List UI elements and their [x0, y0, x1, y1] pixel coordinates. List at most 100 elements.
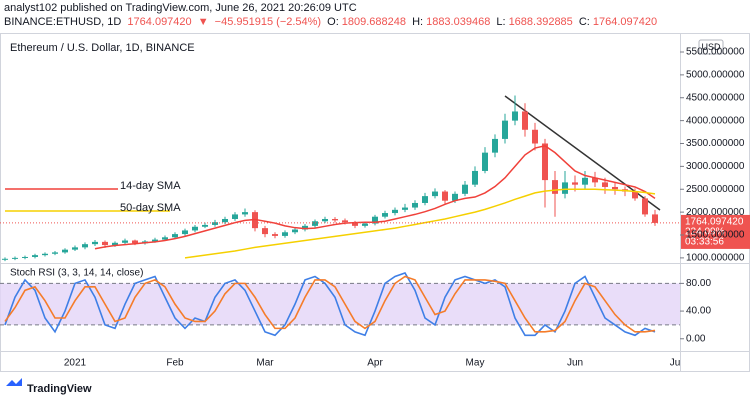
candle-body [82, 244, 88, 248]
x-tick-label: Apr [367, 358, 383, 369]
change: −45.951915 (−2.54%) [214, 16, 322, 28]
rsi-line [4, 272, 656, 337]
o-value: 1809.688248 [341, 16, 407, 28]
x-tick-label: Mar [256, 358, 274, 369]
candle-body [112, 242, 118, 246]
candle-body [372, 216, 378, 224]
candle-body [452, 193, 458, 201]
candle-body [322, 218, 328, 222]
l-value: 1688.392885 [508, 16, 573, 28]
candle-body [582, 177, 588, 185]
candle-body [262, 228, 268, 235]
sma-line [184, 188, 656, 259]
candle-body [432, 191, 438, 197]
header-quote: BINANCE:ETHUSD, 1D 1764.097420 ▼ −45.951… [4, 15, 660, 29]
candle-body [2, 258, 8, 260]
candle-body [392, 209, 398, 214]
y-tick-label: 1000.000000 [686, 253, 745, 264]
candle-body [32, 255, 38, 257]
candle-body [172, 234, 178, 238]
arrow: ▼ [197, 16, 209, 28]
candle-body [362, 223, 368, 226]
candle-body [572, 182, 578, 185]
x-tick-label: 2021 [64, 358, 87, 369]
candle-body [522, 111, 528, 130]
x-tick-label: May [466, 358, 485, 369]
candle-body [422, 196, 428, 203]
candle-body [562, 182, 568, 194]
sma-line [94, 144, 656, 250]
candle-body [72, 247, 78, 250]
candle-body [212, 222, 218, 225]
candle-body [292, 229, 298, 233]
candle-body [202, 224, 208, 227]
candle-body [282, 232, 288, 236]
candle-body [272, 234, 278, 236]
currency: USD [701, 42, 721, 52]
candle-body [602, 182, 608, 187]
candle-body [222, 218, 228, 223]
y-tick-label: 4500.000000 [686, 92, 745, 103]
o-label: O: [327, 16, 339, 28]
header: analyst102 published on TradingView.com,… [4, 1, 660, 29]
x-tick-label: Jun [567, 358, 583, 369]
h-label: H: [412, 16, 424, 28]
candle-body [402, 207, 408, 210]
candle-body [632, 191, 638, 199]
price-title: Ethereum / U.S. Dollar, 1D, BINANCE [10, 42, 195, 54]
y-tick-label: 4000.000000 [686, 115, 745, 126]
candle-body [652, 214, 658, 223]
logo: TradingView [6, 378, 92, 395]
countdown: 03:33:56 [685, 237, 724, 248]
h-value: 1883.039468 [426, 16, 491, 28]
candle-body [332, 218, 338, 221]
candle-body [552, 180, 558, 194]
l-label: L: [496, 16, 506, 28]
candle-body [382, 213, 388, 217]
candle-body [42, 253, 48, 256]
candle-body [352, 222, 358, 226]
candle-body [612, 186, 618, 190]
y-tick-label: 5000.000000 [686, 70, 745, 81]
candle-body [642, 198, 648, 215]
candle-body [462, 184, 468, 194]
candle-body [412, 202, 418, 208]
candle-body [512, 111, 518, 121]
c-label: C: [578, 16, 590, 28]
rsi-line [4, 275, 656, 333]
candle-body [22, 256, 28, 258]
candle-body [542, 143, 548, 181]
y-tick-label: 2500.000000 [686, 184, 745, 195]
candle-body [482, 152, 488, 171]
candle-body [152, 239, 158, 242]
candle-body [12, 257, 18, 259]
c-value: 1764.097420 [592, 16, 658, 28]
y-tick-label: 1500.000000 [686, 230, 745, 241]
y-tick-label: 40.00 [686, 306, 711, 317]
candle-body [102, 241, 108, 246]
y-tick-label: 3000.000000 [686, 161, 745, 172]
candle-body [192, 226, 198, 231]
symbol: BINANCE:ETHUSD, 1D [4, 16, 122, 28]
y-tick-label: 80.00 [686, 278, 711, 289]
rsi-title: Stoch RSI (3, 3, 14, 14, close) [10, 268, 143, 279]
y-tick-label: 3500.000000 [686, 138, 745, 149]
last-price-label: 1764.097420 [685, 217, 744, 228]
last: 1764.097420 [127, 16, 192, 28]
candle-body [122, 240, 128, 243]
candle-body [502, 120, 508, 139]
candle-body [52, 252, 58, 254]
candle-body [532, 129, 538, 144]
logo-text: TradingView [27, 383, 92, 395]
y-tick-label: 2000.000000 [686, 207, 745, 218]
candle-body [62, 249, 68, 253]
sma-legend-label: 50-day SMA [120, 202, 181, 214]
candle-body [182, 230, 188, 235]
candle-body [162, 237, 168, 240]
x-tick-label: Ju [670, 358, 681, 369]
last-price-box [681, 214, 750, 249]
candle-body [92, 241, 98, 245]
candle-body [592, 177, 598, 183]
